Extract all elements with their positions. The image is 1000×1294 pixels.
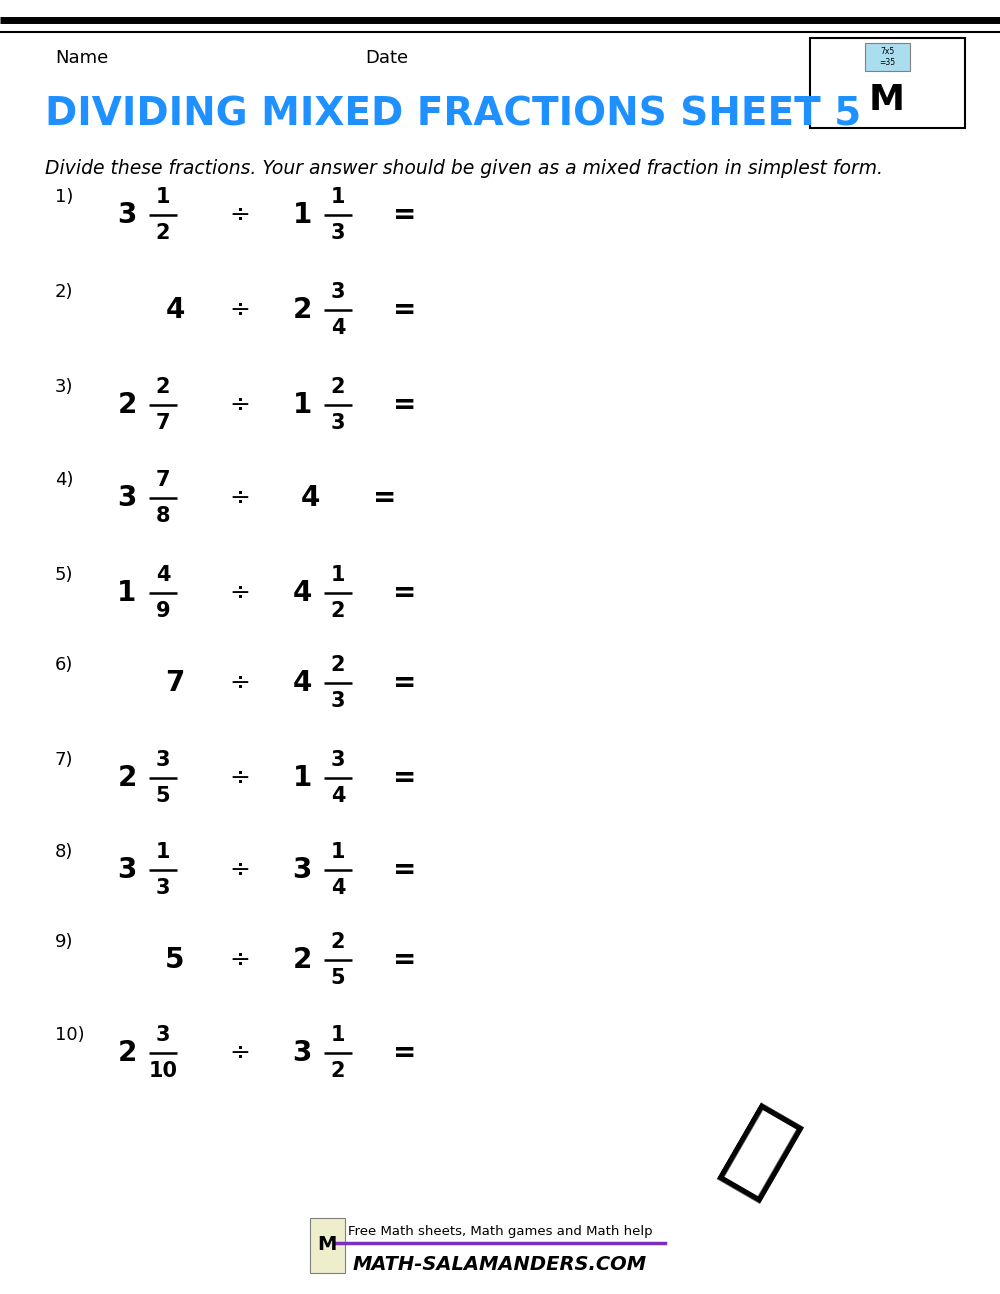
Text: 4: 4: [292, 669, 312, 697]
Text: 8: 8: [156, 506, 170, 525]
Text: 9: 9: [156, 600, 170, 621]
Text: =: =: [393, 391, 417, 419]
Text: 1: 1: [117, 578, 137, 607]
Text: 4: 4: [331, 879, 345, 898]
Text: 3: 3: [292, 1039, 312, 1068]
Text: 1: 1: [331, 1025, 345, 1046]
Text: ÷: ÷: [230, 487, 250, 510]
Text: 2: 2: [117, 1039, 137, 1068]
Text: 10: 10: [148, 1061, 178, 1080]
Text: =: =: [393, 578, 417, 607]
Text: 2: 2: [331, 932, 345, 952]
Text: 7: 7: [165, 669, 185, 697]
Text: 3: 3: [331, 282, 345, 302]
Text: M: M: [869, 83, 905, 116]
Text: 5: 5: [156, 785, 170, 806]
Text: 2): 2): [55, 283, 74, 302]
Text: ÷: ÷: [230, 672, 250, 695]
Text: Divide these fractions. Your answer should be given as a mixed fraction in simpl: Divide these fractions. Your answer shou…: [45, 158, 883, 177]
Text: 2: 2: [117, 763, 137, 792]
Text: 4: 4: [156, 565, 170, 585]
Text: 4: 4: [331, 785, 345, 806]
Text: 1: 1: [292, 391, 312, 419]
Text: =: =: [393, 763, 417, 792]
Text: 3: 3: [331, 751, 345, 770]
Text: =: =: [373, 484, 397, 512]
Text: 1: 1: [331, 842, 345, 862]
Text: 7: 7: [156, 413, 170, 433]
Text: 1): 1): [55, 188, 73, 206]
Text: 3): 3): [55, 378, 74, 396]
Text: 4: 4: [331, 318, 345, 338]
Text: 4: 4: [165, 296, 185, 324]
Text: =: =: [393, 296, 417, 324]
Text: 4: 4: [300, 484, 320, 512]
Text: =: =: [393, 946, 417, 974]
Text: 2: 2: [292, 946, 312, 974]
Text: 3: 3: [331, 691, 345, 710]
Text: 1: 1: [292, 763, 312, 792]
Text: DIVIDING MIXED FRACTIONS SHEET 5: DIVIDING MIXED FRACTIONS SHEET 5: [45, 96, 861, 135]
Text: Free Math sheets, Math games and Math help: Free Math sheets, Math games and Math he…: [348, 1225, 652, 1238]
Text: ÷: ÷: [230, 298, 250, 322]
Text: 1: 1: [156, 842, 170, 862]
Text: 7: 7: [156, 470, 170, 490]
Text: 3: 3: [156, 1025, 170, 1046]
Text: 5: 5: [331, 968, 345, 989]
Text: ÷: ÷: [230, 766, 250, 791]
FancyBboxPatch shape: [810, 38, 965, 128]
Text: ÷: ÷: [230, 1040, 250, 1065]
Text: =: =: [393, 857, 417, 884]
Text: ÷: ÷: [230, 393, 250, 417]
Text: 2: 2: [117, 391, 137, 419]
Text: 2: 2: [156, 377, 170, 397]
Text: 3: 3: [117, 484, 137, 512]
Text: 2: 2: [331, 600, 345, 621]
Text: 🦎: 🦎: [710, 1099, 810, 1212]
Text: 7x5
=35: 7x5 =35: [879, 48, 895, 67]
Text: 2: 2: [331, 377, 345, 397]
Text: 2: 2: [331, 655, 345, 675]
FancyBboxPatch shape: [310, 1218, 345, 1273]
Text: 3: 3: [331, 223, 345, 243]
Text: 4): 4): [55, 471, 74, 489]
Text: 8): 8): [55, 842, 73, 861]
Text: ÷: ÷: [230, 858, 250, 883]
Text: Name: Name: [55, 49, 108, 67]
Text: 3: 3: [117, 201, 137, 229]
Text: 7): 7): [55, 751, 74, 769]
Text: 5: 5: [165, 946, 185, 974]
Text: 1: 1: [331, 565, 345, 585]
Text: ÷: ÷: [230, 203, 250, 226]
FancyBboxPatch shape: [865, 43, 910, 71]
Text: 1: 1: [156, 188, 170, 207]
Text: 2: 2: [292, 296, 312, 324]
Text: Date: Date: [365, 49, 408, 67]
Text: 3: 3: [292, 857, 312, 884]
Text: 2: 2: [331, 1061, 345, 1080]
Text: ÷: ÷: [230, 581, 250, 606]
Text: =: =: [393, 1039, 417, 1068]
Text: 9): 9): [55, 933, 74, 951]
Text: M: M: [317, 1236, 337, 1254]
Text: 10): 10): [55, 1026, 85, 1044]
Text: 3: 3: [331, 413, 345, 433]
Text: 4: 4: [292, 578, 312, 607]
Text: MATH-SALAMANDERS.COM: MATH-SALAMANDERS.COM: [353, 1255, 647, 1275]
Text: 3: 3: [117, 857, 137, 884]
Text: 6): 6): [55, 656, 73, 674]
Text: 5): 5): [55, 565, 74, 584]
Text: 3: 3: [156, 751, 170, 770]
Text: 1: 1: [331, 188, 345, 207]
Text: =: =: [393, 669, 417, 697]
Text: ÷: ÷: [230, 949, 250, 972]
Text: 1: 1: [292, 201, 312, 229]
Text: 2: 2: [156, 223, 170, 243]
Text: =: =: [393, 201, 417, 229]
Text: 3: 3: [156, 879, 170, 898]
